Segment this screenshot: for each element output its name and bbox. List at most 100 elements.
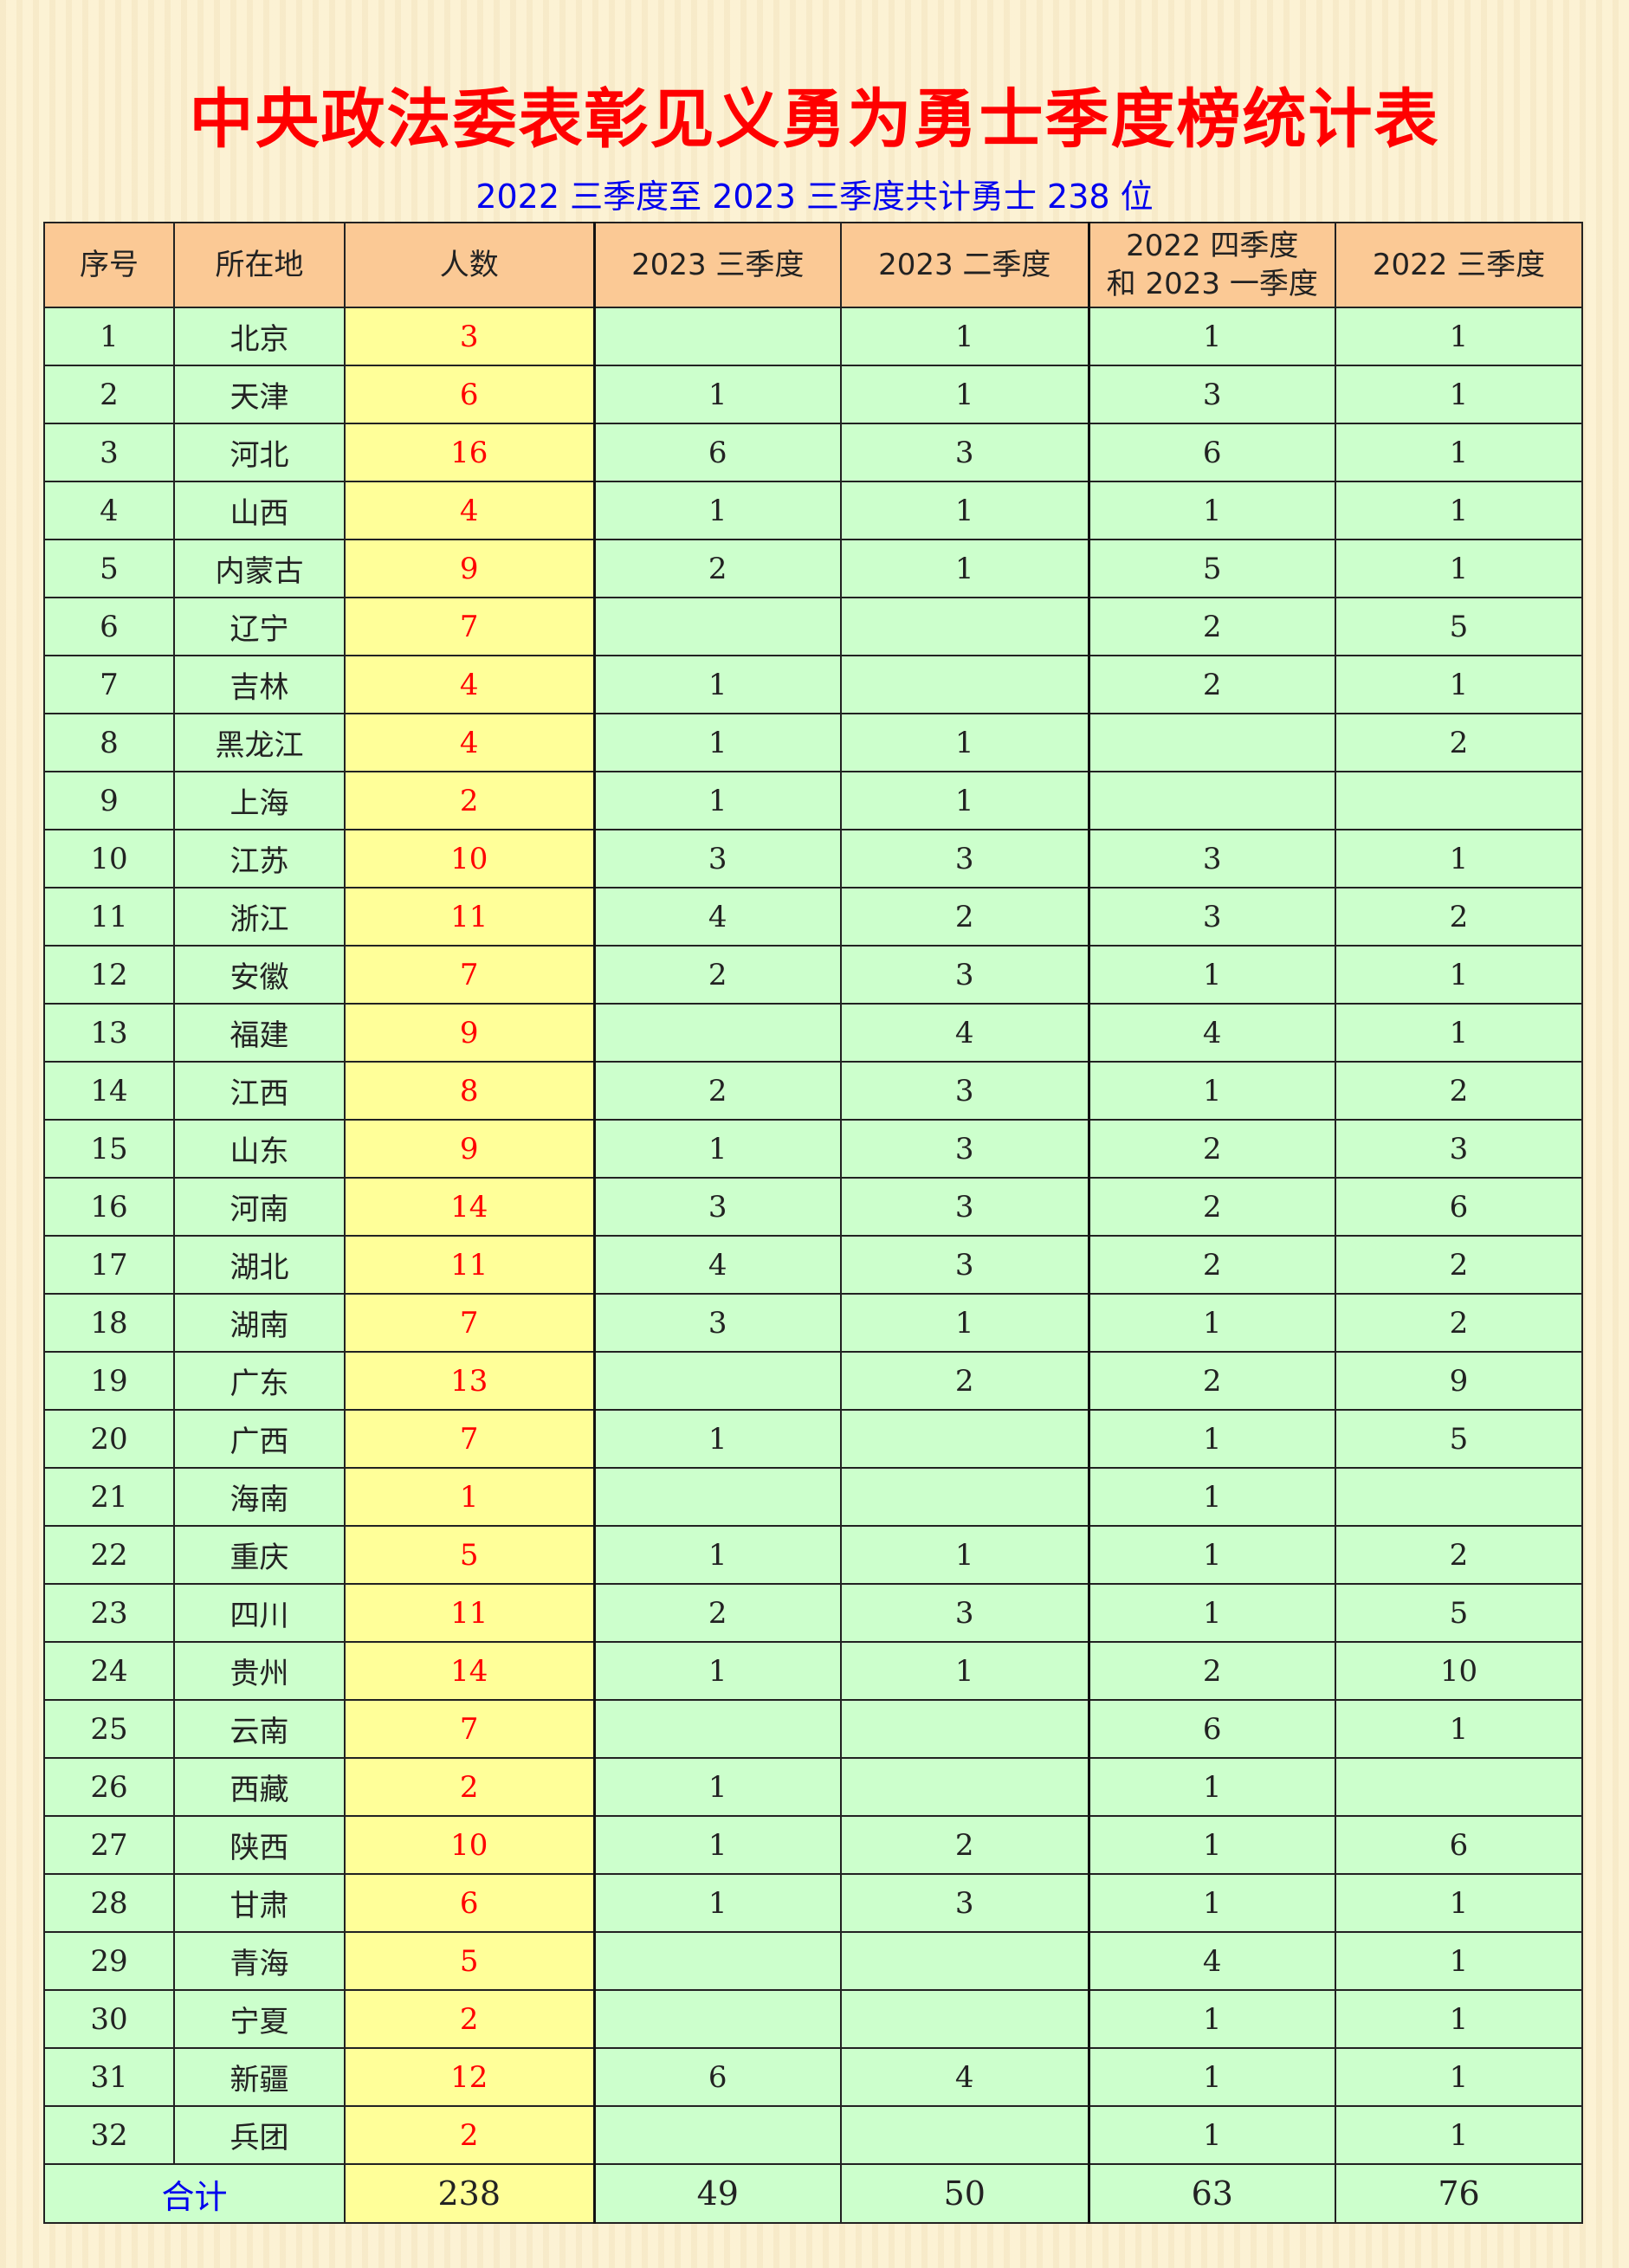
table-row: 8 黑龙江 4 1 1 2 <box>43 713 1583 772</box>
row-location-cell: 海南 <box>173 1467 346 1527</box>
row-location-cell: 安徽 <box>173 945 346 1005</box>
row-count-cell: 16 <box>344 423 596 482</box>
table-row: 13 福建 9 4 4 1 <box>43 1003 1583 1063</box>
row-2022-q4-2023-q1-cell: 1 <box>1088 1061 1336 1121</box>
row-index-cell: 8 <box>43 713 175 772</box>
row-2023-q3-cell: 1 <box>593 1873 842 1933</box>
table-row: 4 山西 4 1 1 1 1 <box>43 481 1583 540</box>
row-2023-q3-cell: 1 <box>593 1409 842 1469</box>
row-count-cell: 2 <box>344 1757 596 1817</box>
row-2023-q2-cell: 4 <box>840 2047 1090 2107</box>
row-2023-q2-cell <box>840 655 1090 714</box>
row-location-cell: 河南 <box>173 1177 346 1237</box>
row-2023-q2-cell: 1 <box>840 365 1090 424</box>
row-2023-q2-cell <box>840 1409 1090 1469</box>
row-index-cell: 25 <box>43 1699 175 1759</box>
header-index: 序号 <box>43 222 175 308</box>
row-2023-q2-cell: 3 <box>840 945 1090 1005</box>
row-2022-q4-2023-q1-cell: 2 <box>1088 1351 1336 1411</box>
row-2022-q4-2023-q1-cell: 2 <box>1088 1119 1336 1179</box>
row-location-cell: 浙江 <box>173 887 346 947</box>
row-count-cell: 9 <box>344 539 596 598</box>
row-2022-q4-2023-q1-cell: 1 <box>1088 1293 1336 1353</box>
row-2023-q3-cell: 6 <box>593 423 842 482</box>
table-row: 5 内蒙古 9 2 1 5 1 <box>43 539 1583 598</box>
statistics-table: 序号 所在地 人数 2023 三季度 2023 二季度 2022 四季度 和 2023 一… <box>43 222 1583 2224</box>
row-2023-q3-cell <box>593 2105 842 2165</box>
row-location-cell: 山东 <box>173 1119 346 1179</box>
row-count-cell: 4 <box>344 655 596 714</box>
row-2022-q4-2023-q1-cell: 6 <box>1088 1699 1336 1759</box>
row-2023-q3-cell: 1 <box>593 771 842 830</box>
row-count-cell: 2 <box>344 771 596 830</box>
row-location-cell: 内蒙古 <box>173 539 346 598</box>
row-2023-q2-cell: 3 <box>840 1061 1090 1121</box>
row-location-cell: 广东 <box>173 1351 346 1411</box>
row-count-cell: 4 <box>344 713 596 772</box>
table-row: 2 天津 6 1 1 3 1 <box>43 365 1583 424</box>
row-2023-q3-cell: 1 <box>593 365 842 424</box>
row-2023-q2-cell: 1 <box>840 481 1090 540</box>
table-row: 3 河北 16 6 3 6 1 <box>43 423 1583 482</box>
row-2022-q3-cell: 1 <box>1335 655 1583 714</box>
row-2023-q3-cell: 2 <box>593 1583 842 1643</box>
row-2022-q3-cell <box>1335 771 1583 830</box>
row-count-cell: 11 <box>344 1583 596 1643</box>
row-count-cell: 11 <box>344 1235 596 1295</box>
header-2022-q3: 2022 三季度 <box>1335 222 1583 308</box>
table-row: 6 辽宁 7 2 5 <box>43 597 1583 656</box>
total-row: 合计 238 49 50 63 76 <box>43 2163 1583 2224</box>
row-2022-q3-cell: 1 <box>1335 365 1583 424</box>
row-2023-q3-cell: 1 <box>593 1119 842 1179</box>
row-2022-q3-cell: 5 <box>1335 597 1583 656</box>
row-2023-q2-cell: 2 <box>840 1351 1090 1411</box>
row-2023-q3-cell: 4 <box>593 887 842 947</box>
row-2022-q4-2023-q1-cell <box>1088 713 1336 772</box>
row-location-cell: 江西 <box>173 1061 346 1121</box>
table-row: 1 北京 3 1 1 1 <box>43 307 1583 366</box>
row-2022-q3-cell <box>1335 1467 1583 1527</box>
row-2022-q4-2023-q1-cell: 1 <box>1088 945 1336 1005</box>
row-count-cell: 2 <box>344 1989 596 2049</box>
row-2023-q3-cell: 4 <box>593 1235 842 1295</box>
page-title: 中央政法委表彰见义勇为勇士季度榜统计表 <box>189 82 1440 157</box>
row-2023-q3-cell <box>593 1003 842 1063</box>
table-row: 10 江苏 10 3 3 3 1 <box>43 829 1583 888</box>
row-2023-q2-cell: 1 <box>840 1293 1090 1353</box>
row-2022-q3-cell: 2 <box>1335 1293 1583 1353</box>
row-count-cell: 7 <box>344 1409 596 1469</box>
row-2022-q4-2023-q1-cell: 1 <box>1088 1525 1336 1585</box>
row-count-cell: 13 <box>344 1351 596 1411</box>
row-2022-q3-cell: 6 <box>1335 1177 1583 1237</box>
table-row: 9 上海 2 1 1 <box>43 771 1583 830</box>
row-2023-q2-cell <box>840 1989 1090 2049</box>
row-2022-q3-cell: 5 <box>1335 1583 1583 1643</box>
row-2022-q3-cell: 1 <box>1335 1003 1583 1063</box>
table-row: 22 重庆 5 1 1 1 2 <box>43 1525 1583 1585</box>
row-2022-q3-cell: 9 <box>1335 1351 1583 1411</box>
table-header-row: 序号 所在地 人数 2023 三季度 2023 二季度 2022 四季度 和 2023 一… <box>43 222 1583 308</box>
row-location-cell: 重庆 <box>173 1525 346 1585</box>
row-2023-q3-cell <box>593 1989 842 2049</box>
row-location-cell: 广西 <box>173 1409 346 1469</box>
row-2023-q3-cell <box>593 1467 842 1527</box>
row-count-cell: 11 <box>344 887 596 947</box>
row-location-cell: 江苏 <box>173 829 346 888</box>
table-row: 24 贵州 14 1 1 2 10 <box>43 1641 1583 1701</box>
row-location-cell: 山西 <box>173 481 346 540</box>
row-2022-q4-2023-q1-cell: 2 <box>1088 1177 1336 1237</box>
table-row: 25 云南 7 6 1 <box>43 1699 1583 1759</box>
row-2023-q2-cell: 1 <box>840 713 1090 772</box>
row-2022-q4-2023-q1-cell <box>1088 771 1336 830</box>
header-count: 人数 <box>344 222 596 308</box>
row-2022-q3-cell: 2 <box>1335 1525 1583 1585</box>
header-2022-q4-2023-q1: 2022 四季度 和 2023 一季度 <box>1088 222 1336 308</box>
row-index-cell: 13 <box>43 1003 175 1063</box>
row-2022-q3-cell: 2 <box>1335 887 1583 947</box>
row-2023-q3-cell: 1 <box>593 1525 842 1585</box>
table-row: 29 青海 5 4 1 <box>43 1931 1583 1991</box>
row-count-cell: 2 <box>344 2105 596 2165</box>
row-2023-q3-cell: 2 <box>593 945 842 1005</box>
row-index-cell: 27 <box>43 1815 175 1875</box>
row-2023-q3-cell: 1 <box>593 1641 842 1701</box>
